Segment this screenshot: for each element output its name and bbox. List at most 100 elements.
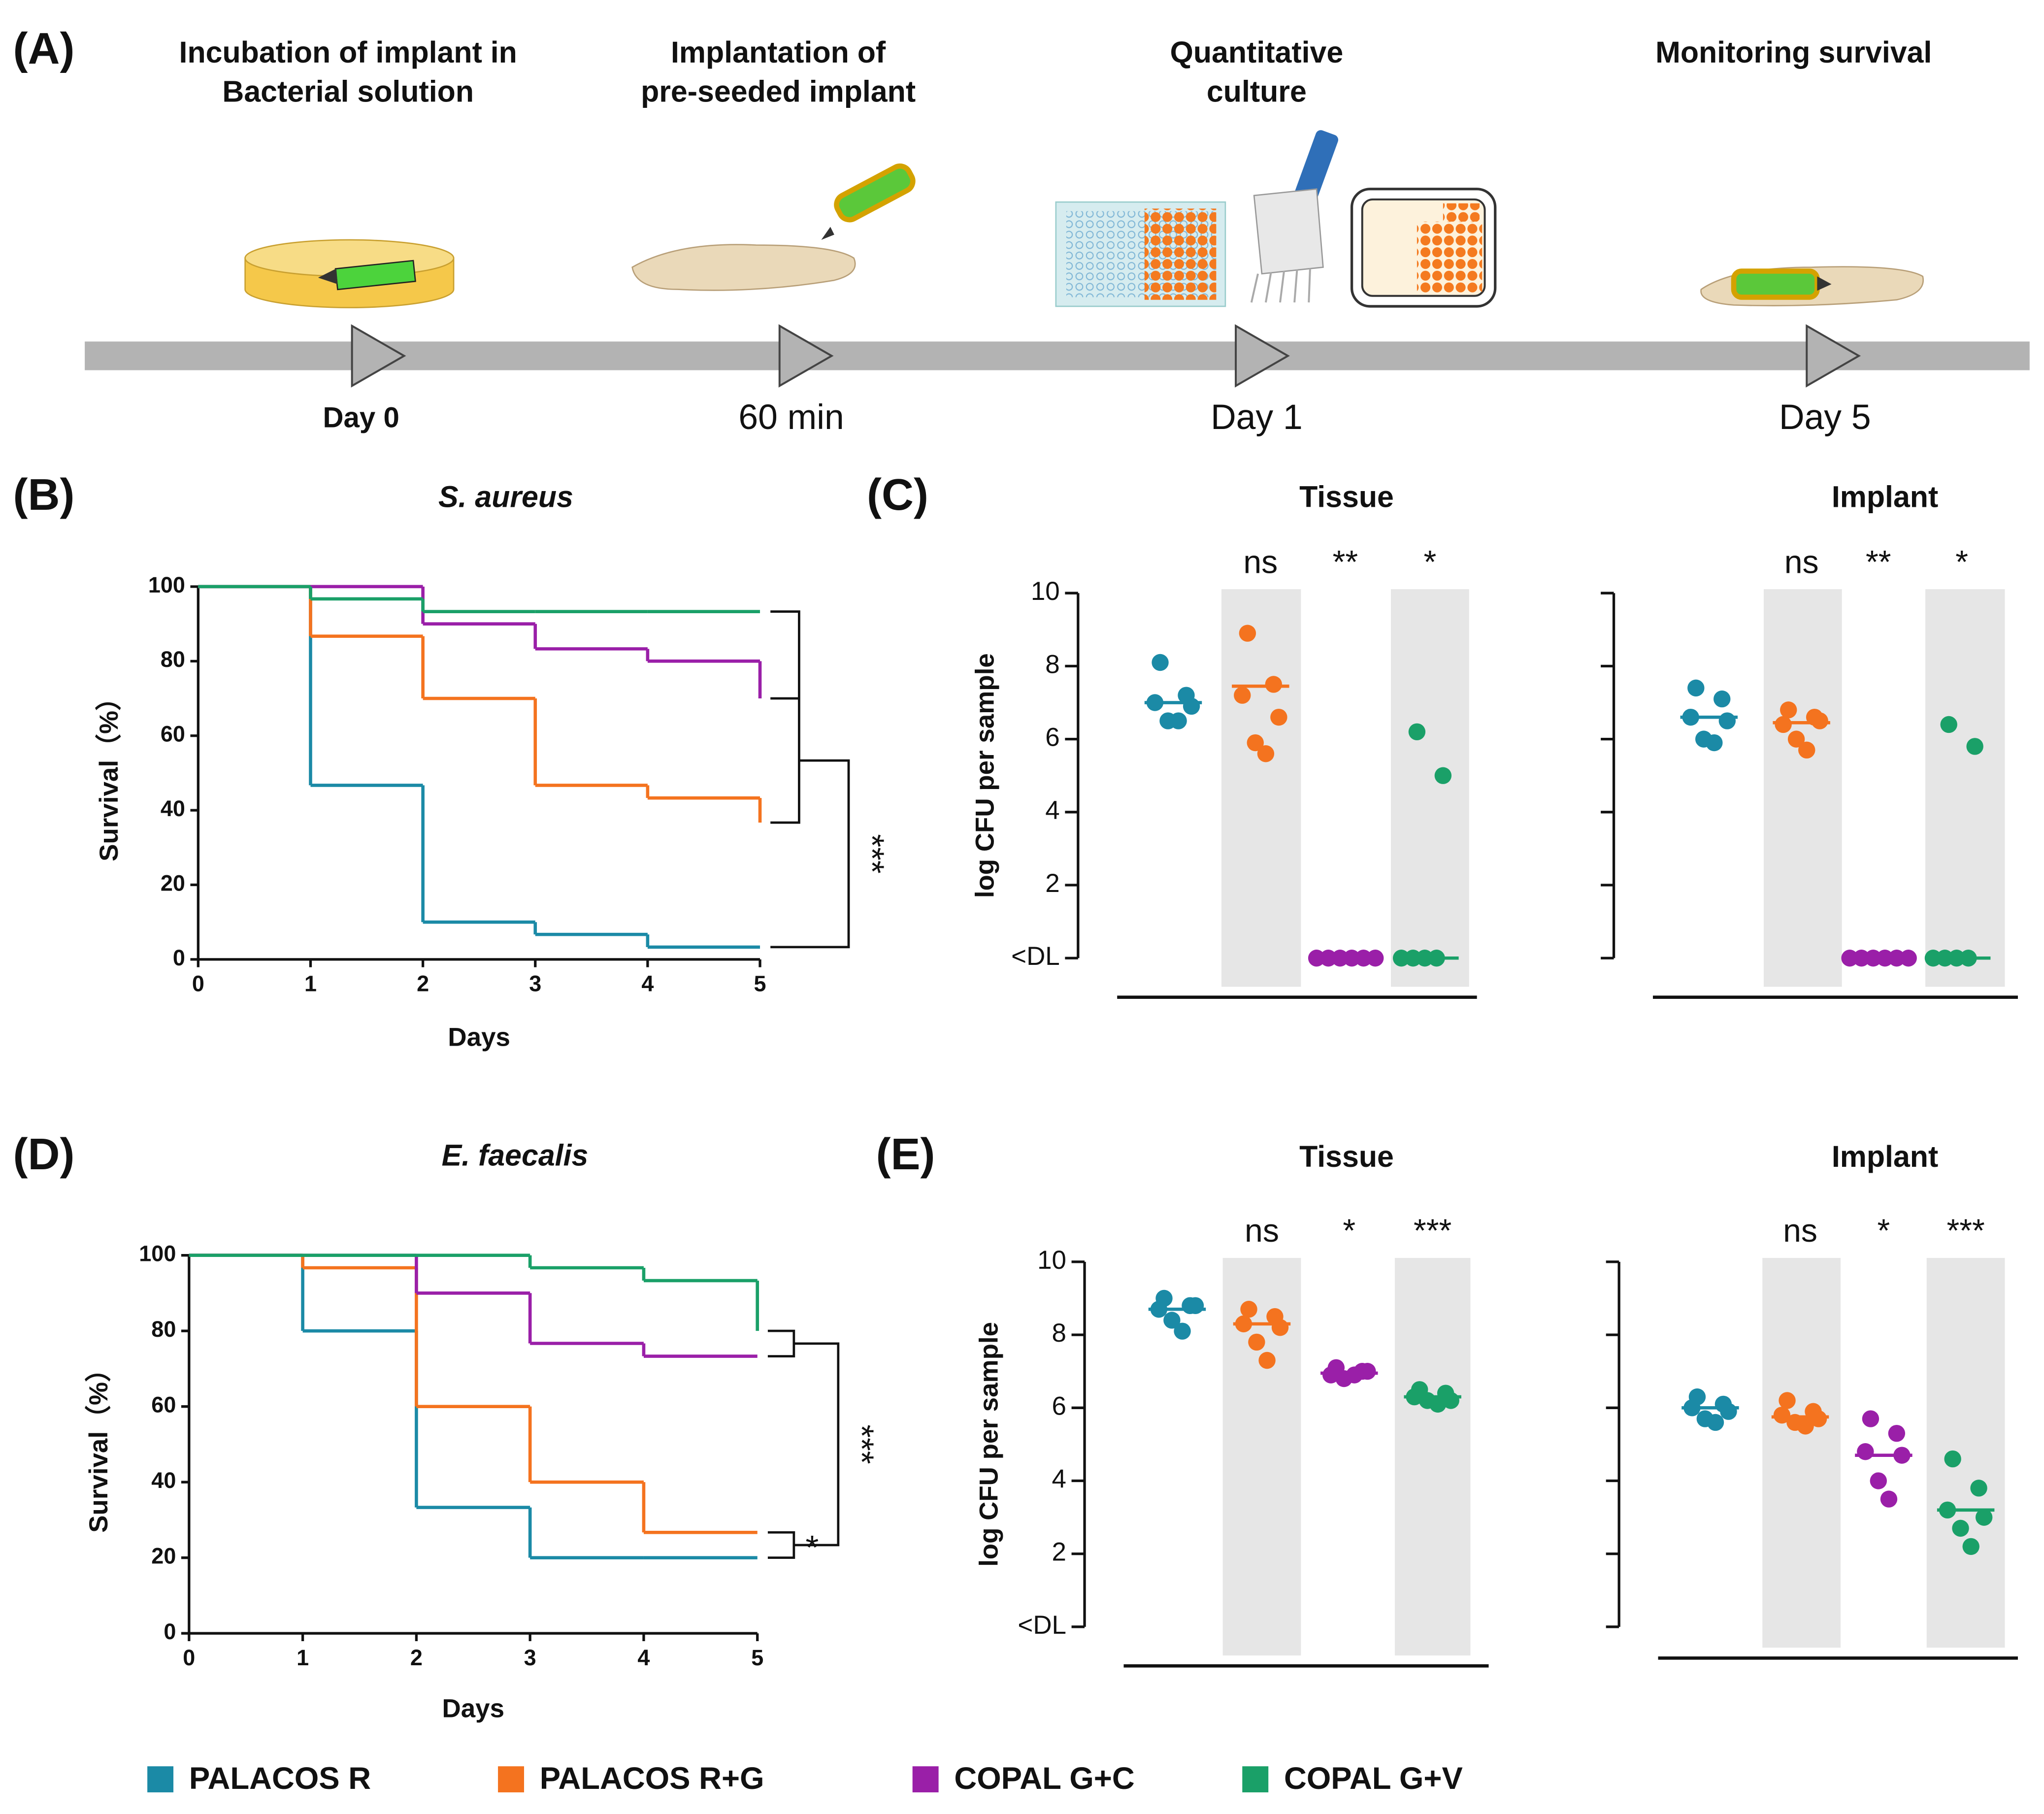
step-title: Monitoring survival [1655,35,1932,69]
x-axis-title: Days [442,1694,505,1723]
data-point [1798,741,1815,759]
data-point [1322,1366,1340,1384]
panel-label: (D) [13,1130,75,1179]
y-tick-label: 8 [1052,1319,1066,1348]
y-axis-title: Survival（%） [84,1356,113,1533]
data-point [1797,1418,1814,1435]
group-band [1762,1257,1841,1648]
data-point [1880,1490,1898,1508]
legend-label: COPAL G+C [954,1761,1134,1796]
significance-label: ns [1245,1213,1279,1249]
chart-title: E. faecalis [442,1138,589,1172]
data-point [1367,950,1384,967]
x-tick-label: 0 [183,1645,195,1670]
y-tick-label: 2 [1052,1538,1066,1567]
data-point [1247,734,1264,752]
data-point [1714,690,1731,708]
pipette-icon [1250,130,1339,303]
y-tick-label: 6 [1052,1391,1066,1420]
data-point [1257,745,1275,762]
legend-label: COPAL G+V [1284,1761,1463,1796]
y-tick-label: 10 [1037,1246,1066,1275]
y-tick-label: 40 [151,1468,176,1493]
data-point [1429,1395,1447,1413]
x-axis-title: Days [448,1022,510,1052]
data-point [1258,1352,1276,1369]
group-band [1925,589,2005,987]
data-point [1857,1443,1874,1460]
group-band [1390,589,1469,987]
data-point [1308,950,1325,967]
legend-swatch [147,1766,174,1793]
x-tick-label: 4 [641,971,654,996]
data-point [1811,712,1828,729]
data-point [1862,1410,1879,1427]
bracket [793,1342,840,1547]
chart-title: S. aureus [438,480,573,514]
chart-title: Implant [1832,480,1938,514]
data-point [1346,1366,1363,1384]
timeline-arrows [351,324,1861,388]
data-point [1900,950,1917,967]
group-band [1763,589,1842,987]
x-tick-label: 2 [417,971,429,996]
y-axis-title: log CFU per sample [971,653,1000,898]
data-point [1775,716,1792,733]
y-tick-label: 4 [1052,1465,1066,1494]
data-point [1270,708,1287,726]
data-point [1810,1410,1827,1427]
larva-implant-icon [1700,266,1924,306]
data-point [1174,1322,1191,1340]
chart-title: Tissue [1299,1140,1394,1173]
data-point [1408,723,1426,741]
significance-label: ns [1783,1213,1817,1249]
step-time: Day 5 [1779,397,1871,437]
panel-label: (A) [13,25,75,74]
data-point [1707,1414,1724,1431]
data-point [1170,712,1187,729]
data-point [1706,734,1723,752]
data-point [1183,697,1200,715]
data-point [1720,1403,1737,1420]
data-point [1780,701,1797,719]
data-point [1962,1538,1979,1555]
data-point [1187,1297,1204,1315]
x-tick-label: 3 [529,971,541,996]
significance-label: *** [843,1424,881,1464]
data-point [1952,1519,1969,1537]
x-tick-label: 2 [410,1645,423,1670]
bracket [767,1531,795,1559]
step-time: Day 1 [1211,397,1303,437]
x-tick-label: 5 [754,971,766,996]
data-point [1434,767,1452,784]
significance-label: *** [1414,1213,1451,1249]
panel-label: (C) [867,470,928,520]
x-tick-label: 5 [751,1645,763,1670]
y-tick-label: 2 [1045,869,1059,898]
step-title: Incubation of implant in [179,35,517,69]
y-tick-label: 8 [1045,650,1059,679]
data-point [1940,716,1957,733]
y-tick-label: 10 [1031,577,1060,606]
group-band [1394,1257,1471,1656]
data-point [1240,1301,1257,1318]
y-tick-label: 60 [161,722,185,747]
legend-swatch [1242,1766,1269,1793]
data-point [1787,730,1805,748]
y-axis-title: log CFU per sample [974,1322,1003,1567]
step-title: Implantation of [671,35,886,69]
timeline-bar [85,341,2030,370]
chart-title: Tissue [1299,480,1394,514]
panel-label: (B) [13,470,75,520]
significance-label: * [1424,544,1437,580]
y-tick-label: 0 [173,945,185,970]
data-point [1779,1392,1796,1409]
x-tick-label: 1 [304,971,317,996]
significance-label: ** [1333,544,1358,580]
chart-title: Implant [1832,1140,1938,1173]
significance-label: * [806,1529,819,1567]
step-title: pre-seeded implant [641,75,916,108]
data-point [1248,1333,1265,1351]
